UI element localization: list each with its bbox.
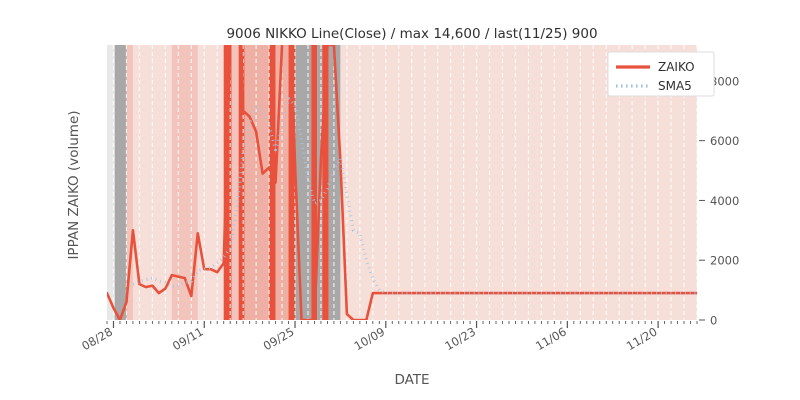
band-red-band-16: [322, 45, 329, 320]
band-pink-light-5: [197, 45, 224, 320]
series-lines: [107, 45, 697, 320]
legend-item-zaiko[interactable]: ZAIKO: [616, 60, 695, 74]
band-pink-mid-7: [231, 45, 239, 320]
legend-item-sma5[interactable]: SMA5: [616, 79, 692, 93]
y-tick-label: 4000: [710, 194, 739, 208]
legend-label-zaiko: ZAIKO: [658, 60, 695, 74]
band-red-band-10: [269, 45, 276, 320]
y-tick-label: 0: [710, 314, 717, 328]
band-red-band-12: [288, 45, 296, 320]
legend-box: [607, 51, 715, 97]
y-axis: 0 2000 4000 6000 8000: [699, 74, 739, 328]
band-red-band-8: [238, 45, 245, 320]
y-tick-label: 6000: [710, 134, 739, 148]
band-pink-mid-2: [126, 45, 133, 320]
y-tick-label: 2000: [710, 254, 739, 268]
band-pink-dark-9: [244, 45, 270, 320]
y-tick-label: 8000: [710, 74, 739, 88]
plot-area: [107, 45, 698, 320]
y-axis-label: IPPAN ZAIKO (volume): [66, 110, 82, 259]
band-gray-band-1: [114, 45, 127, 320]
band-gray-band-13: [295, 45, 312, 320]
chart-legend[interactable]: ZAIKO SMA5: [607, 51, 715, 97]
chart-title: 9006 NIKKO Line(Close) / max 14,600 / la…: [226, 26, 597, 42]
x-axis-label: DATE: [394, 372, 429, 388]
series-line-sma5: [132, 97, 697, 295]
grid-lines: [112, 45, 698, 320]
band-red-band-6: [223, 45, 232, 320]
band-no-data-0: [107, 45, 115, 320]
legend-label-sma5: SMA5: [658, 79, 692, 93]
band-red-band-14: [311, 45, 318, 320]
band-gray-band-17: [328, 45, 341, 320]
